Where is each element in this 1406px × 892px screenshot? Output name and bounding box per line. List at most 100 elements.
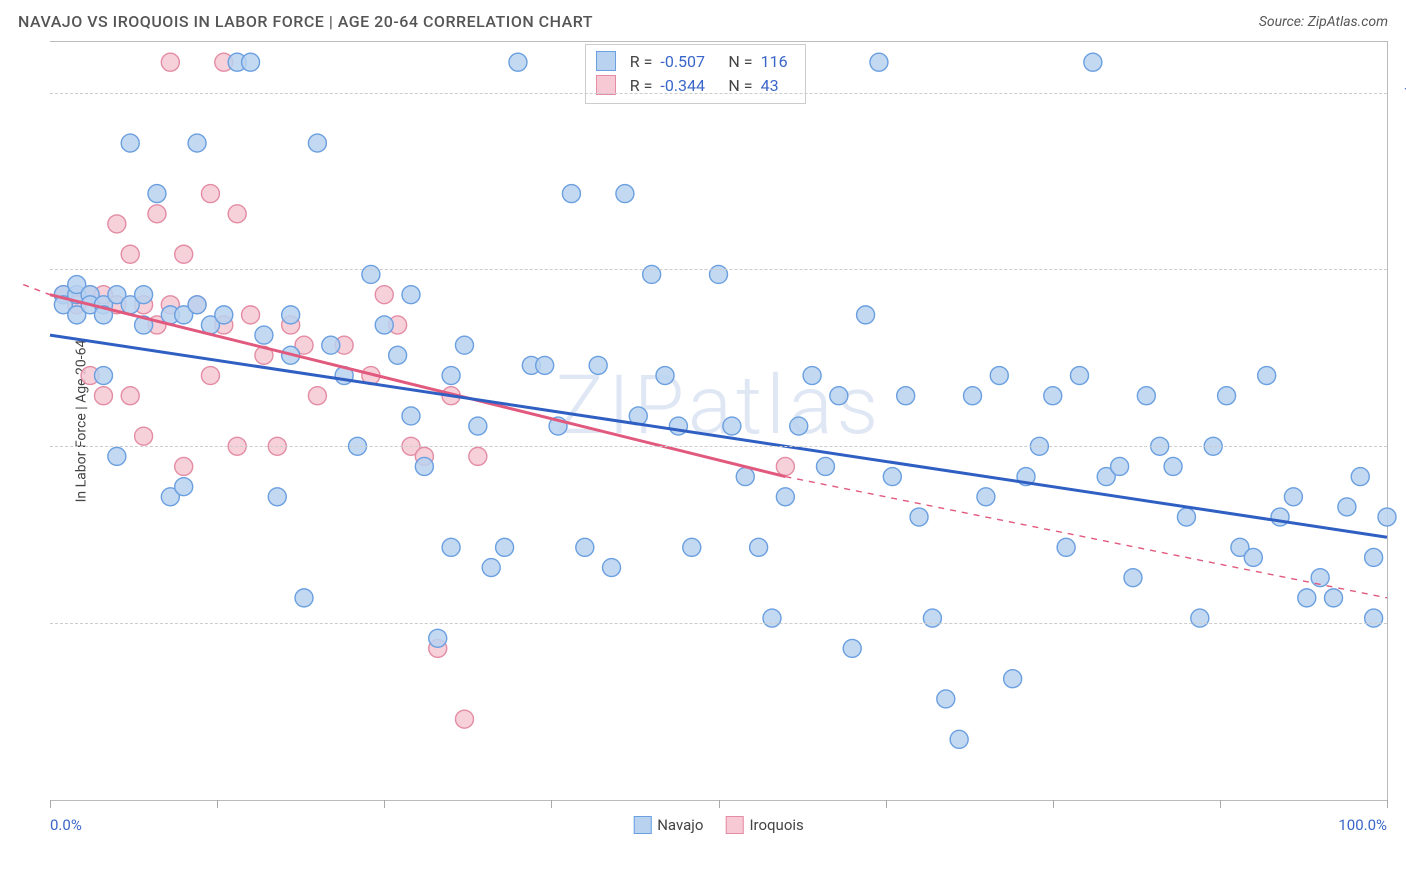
data-point xyxy=(429,629,447,647)
data-point xyxy=(1111,457,1129,475)
data-point xyxy=(1258,367,1276,385)
data-point xyxy=(1325,589,1343,607)
data-point xyxy=(482,559,500,577)
legend-item-navajo: Navajo xyxy=(633,816,703,834)
gridline xyxy=(50,269,1387,270)
data-point xyxy=(776,488,794,506)
iroquois-legend-swatch-icon xyxy=(725,816,743,834)
data-point xyxy=(964,387,982,405)
data-point xyxy=(1084,53,1102,71)
x-tick xyxy=(384,800,385,808)
data-point xyxy=(148,205,166,223)
x-tick xyxy=(1053,800,1054,808)
data-point xyxy=(656,367,674,385)
data-point xyxy=(870,53,888,71)
navajo-legend-swatch-icon xyxy=(633,816,651,834)
trend-line xyxy=(50,335,1387,537)
data-point xyxy=(790,417,808,435)
data-point xyxy=(1365,609,1383,627)
data-point xyxy=(375,286,393,304)
data-point xyxy=(188,134,206,152)
data-point xyxy=(389,346,407,364)
data-point xyxy=(255,326,273,344)
data-point xyxy=(857,306,875,324)
stats-legend-box: R = -0.507 N = 116 R = -0.344 N = 43 xyxy=(585,44,806,104)
data-point xyxy=(937,690,955,708)
source-label: Source: ZipAtlas.com xyxy=(1259,14,1388,30)
data-point xyxy=(322,336,340,354)
data-point xyxy=(402,407,420,425)
data-point xyxy=(442,367,460,385)
gridline xyxy=(50,623,1387,624)
data-point xyxy=(1284,488,1302,506)
x-tick xyxy=(1220,800,1221,808)
data-point xyxy=(242,53,260,71)
x-tick xyxy=(719,800,720,808)
data-point xyxy=(536,356,554,374)
x-tick xyxy=(217,800,218,808)
data-point xyxy=(990,367,1008,385)
data-point xyxy=(242,306,260,324)
data-point xyxy=(282,306,300,324)
data-point xyxy=(121,245,139,263)
data-point xyxy=(94,387,112,405)
data-point xyxy=(148,185,166,203)
trend-line xyxy=(23,285,50,295)
x-axis-min-label: 0.0% xyxy=(50,816,82,834)
data-point xyxy=(910,508,928,526)
data-point xyxy=(736,468,754,486)
data-point xyxy=(201,185,219,203)
data-point xyxy=(121,134,139,152)
data-point xyxy=(469,447,487,465)
stats-row-navajo: R = -0.507 N = 116 xyxy=(596,49,795,73)
data-point xyxy=(415,457,433,475)
data-point xyxy=(683,538,701,556)
data-point xyxy=(308,134,326,152)
data-point xyxy=(803,367,821,385)
data-point xyxy=(562,185,580,203)
data-point xyxy=(830,387,848,405)
data-point xyxy=(1338,498,1356,516)
data-point xyxy=(215,306,233,324)
data-point xyxy=(1177,508,1195,526)
data-point xyxy=(710,265,728,283)
data-point xyxy=(1244,548,1262,566)
data-point xyxy=(843,639,861,657)
data-point xyxy=(375,316,393,334)
data-point xyxy=(723,417,741,435)
data-point xyxy=(455,336,473,354)
data-point xyxy=(1164,457,1182,475)
data-point xyxy=(950,730,968,748)
data-point xyxy=(228,205,246,223)
x-tick xyxy=(1387,800,1388,808)
gridline xyxy=(50,446,1387,447)
x-axis-max-label: 100.0% xyxy=(1338,816,1387,834)
data-point xyxy=(763,609,781,627)
data-point xyxy=(201,367,219,385)
data-point xyxy=(1191,609,1209,627)
data-point xyxy=(616,185,634,203)
data-point xyxy=(295,589,313,607)
data-point xyxy=(442,538,460,556)
data-point xyxy=(1298,589,1316,607)
data-point xyxy=(108,215,126,233)
data-point xyxy=(1137,387,1155,405)
data-point xyxy=(977,488,995,506)
x-tick xyxy=(551,800,552,808)
plot-region: ZIPatlas R = -0.507 N = 116 R = -0.344 N… xyxy=(50,41,1388,801)
navajo-swatch-icon xyxy=(596,51,616,71)
data-point xyxy=(1378,508,1396,526)
data-point xyxy=(883,468,901,486)
data-point xyxy=(603,559,621,577)
plot-svg xyxy=(50,42,1387,800)
data-point xyxy=(509,53,527,71)
data-point xyxy=(175,457,193,475)
data-point xyxy=(1351,468,1369,486)
data-point xyxy=(923,609,941,627)
data-point xyxy=(188,296,206,314)
data-point xyxy=(402,286,420,304)
data-point xyxy=(268,488,286,506)
data-point xyxy=(1070,367,1088,385)
chart-area: In Labor Force | Age 20-64 ZIPatlas R = … xyxy=(18,41,1388,801)
data-point xyxy=(175,245,193,263)
